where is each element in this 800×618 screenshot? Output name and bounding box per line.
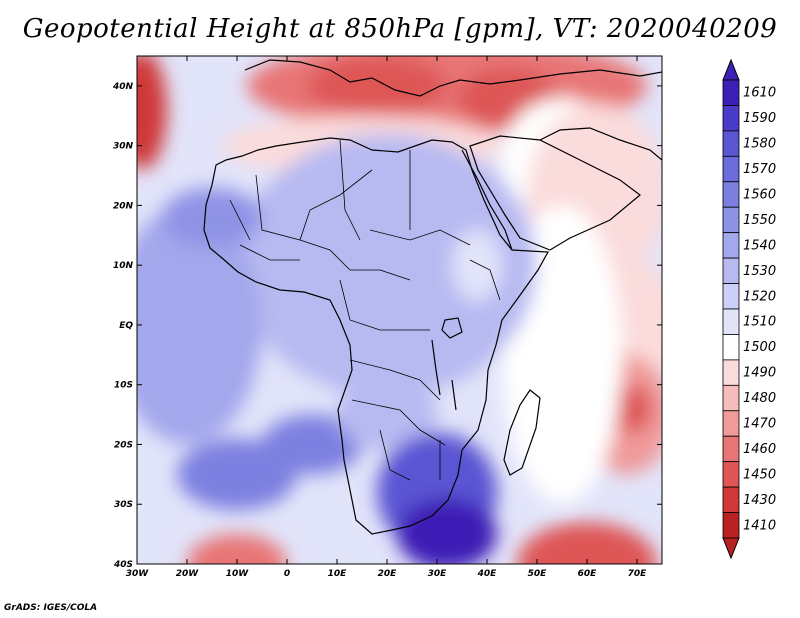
contour-blobs (137, 56, 662, 564)
longitude-tick-label: 20W (176, 569, 200, 579)
colorbar-segment (722, 130, 740, 157)
colorbar-segment (722, 334, 740, 361)
height-contour-region (517, 522, 657, 564)
latitude-tick-label: 40S (113, 560, 133, 570)
height-contour-region (262, 414, 362, 475)
latitude-tick-label: 20N (113, 201, 134, 211)
colorbar-segment (722, 232, 740, 259)
colorbar-level-label: 1550 (743, 213, 776, 228)
colorbar-segment (722, 155, 740, 183)
colorbar-segment (722, 257, 740, 284)
colorbar-segment (722, 461, 740, 488)
map-title: Geopotential Height at 850hPa [gpm], VT:… (22, 14, 778, 44)
colorbar-segment (722, 359, 740, 386)
colorbar-segment (722, 206, 740, 234)
height-contour-region (137, 56, 167, 170)
longitude-tick-label: 10E (328, 569, 348, 579)
colorbar-segment (722, 308, 740, 335)
africa-coastline (203, 137, 549, 535)
coastlines (203, 59, 662, 535)
colorbar-level-label: 1570 (743, 162, 776, 177)
colorbar-level-label: 1500 (743, 340, 776, 355)
colorbar-segment (722, 486, 740, 513)
latitude-tick-label: 10N (113, 261, 134, 271)
colorbar-level-label: 1450 (743, 467, 776, 482)
colorbar-level-label: 1460 (743, 442, 776, 457)
colorbar: 1610 1590 1580 1570 1560 1550 1540 1530 1520 1510… (722, 58, 776, 560)
colorbar-top-arrow (722, 58, 740, 81)
latitude-tick-label: 10S (114, 381, 133, 391)
rift-lakes (431, 339, 457, 411)
height-contour-region (397, 498, 497, 564)
country-borders (229, 139, 501, 481)
colorbar-level-label: 1580 (743, 137, 776, 152)
colorbar-segment (722, 105, 740, 132)
height-contour-region (162, 187, 262, 248)
colorbar-segment (722, 435, 740, 463)
height-contour-region (452, 229, 502, 302)
longitude-tick-label: 60E (578, 569, 598, 579)
colorbar-level-label: 1610 (743, 86, 776, 101)
colorbar-level-label: 1490 (743, 366, 776, 381)
colorbar-segment (722, 384, 740, 412)
longitude-axis: 30W 20W 10W 0 10E 20E 30E 40E 50E 60E 70E (126, 56, 647, 579)
height-contour-region (187, 534, 287, 564)
europe-coastline (244, 59, 662, 97)
height-contour-region (337, 378, 437, 451)
height-contour-region (612, 384, 652, 433)
plot-frame (136, 55, 663, 565)
arabia-coastline (469, 135, 641, 251)
latitude-tick-label: 20S (114, 440, 133, 450)
colorbar-bottom-arrow (722, 537, 740, 560)
credit-label: GrADS: IGES/COLA (4, 603, 98, 613)
colorbar-level-label: 1410 (743, 518, 776, 533)
colorbar-segment (722, 79, 740, 106)
madagascar-coastline (503, 389, 541, 476)
longitude-tick-label: 40E (477, 569, 498, 579)
colorbar-segment (722, 410, 740, 437)
latitude-tick-label: 30S (114, 500, 133, 510)
colorbar-segment (722, 283, 740, 310)
colorbar-level-label: 1510 (743, 315, 776, 330)
colorbar-level-label: 1530 (743, 264, 776, 279)
latitude-tick-label: 40N (112, 82, 134, 92)
colorbar-level-label: 1520 (743, 289, 776, 304)
red-sea-coastline (461, 149, 513, 251)
longitude-tick-label: 50E (528, 569, 548, 579)
colorbar-level-label: 1590 (743, 111, 776, 126)
colorbar-level-label: 1470 (743, 417, 776, 432)
colorbar-segment (722, 181, 740, 208)
longitude-tick-label: 20E (378, 569, 398, 579)
colorbar-level-label: 1430 (743, 493, 776, 508)
longitude-tick-label: 0 (284, 569, 290, 579)
latitude-tick-label: EQ (119, 321, 133, 331)
height-contour-region (307, 56, 447, 116)
longitude-tick-label: 70E (628, 569, 648, 579)
contour-field (137, 56, 662, 564)
colorbar-segment (722, 512, 740, 539)
longitude-tick-label: 30E (428, 569, 448, 579)
colorbar-level-label: 1480 (743, 391, 776, 406)
lake-victoria (441, 317, 463, 339)
latitude-tick-label: 30N (113, 142, 134, 152)
latitude-axis: 40N 30N 20N 10N EQ 10S 20S 30S 40S (112, 82, 662, 570)
border-line (229, 139, 501, 481)
colorbar-level-label: 1560 (743, 188, 776, 203)
colorbar-level-label: 1540 (743, 238, 776, 253)
longitude-tick-label: 30W (126, 569, 150, 579)
iran-coastline (539, 127, 662, 161)
longitude-tick-label: 10W (226, 569, 250, 579)
